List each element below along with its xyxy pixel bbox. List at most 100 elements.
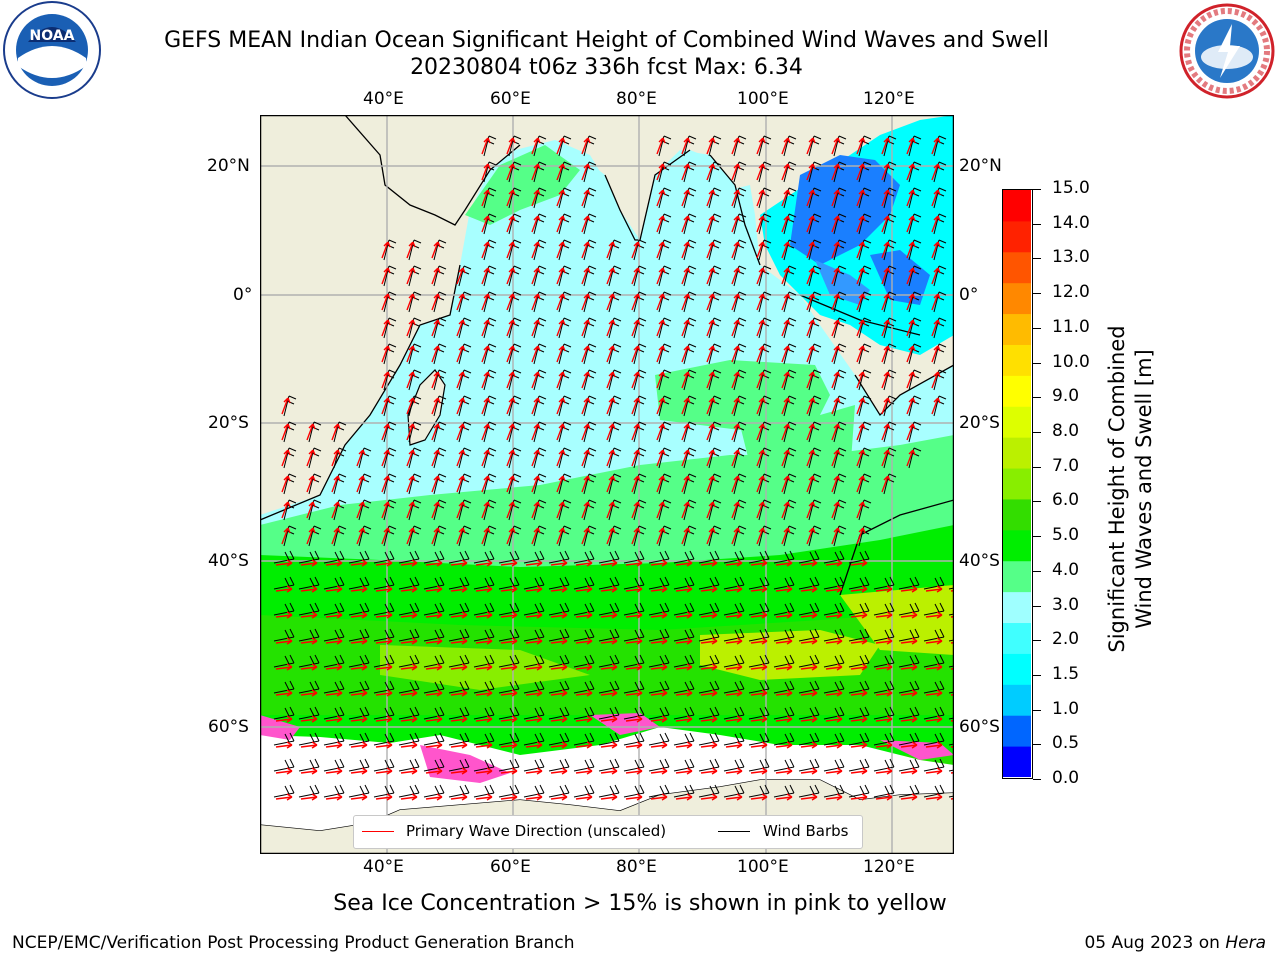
wave-direction-arrow [706, 397, 716, 415]
wave-direction-arrow [475, 585, 493, 593]
wave-direction-arrow [275, 741, 293, 749]
wave-direction-arrow [525, 559, 543, 567]
wave-direction-arrow [631, 527, 641, 545]
colorbar-tick-label: 15.0 [1052, 178, 1090, 198]
colorbar-tick [1033, 258, 1041, 260]
wind-barb [373, 628, 395, 642]
wave-direction-arrow [831, 293, 841, 311]
colorbar-segment [1003, 313, 1031, 345]
colorbar-tick [1033, 605, 1041, 607]
wave-direction-arrow [350, 767, 368, 775]
wind-barb [823, 654, 845, 668]
wind-barb [773, 706, 795, 720]
wind-barb [748, 732, 770, 746]
wave-direction-arrow [681, 527, 691, 545]
wave-direction-arrow [550, 585, 568, 593]
wave-direction-arrow [350, 611, 368, 619]
footer-credit: NCEP/EMC/Verification Post Processing Pr… [12, 933, 575, 953]
wave-direction-arrow [806, 189, 816, 207]
wave-direction-arrow [656, 215, 666, 233]
wave-direction-arrow [750, 741, 768, 749]
wind-barb [623, 732, 645, 746]
wind-barb [598, 758, 620, 772]
wave-direction-arrow [856, 345, 866, 363]
wave-direction-arrow [831, 345, 841, 363]
wave-direction-arrow [450, 793, 468, 801]
wave-direction-arrow [881, 319, 891, 337]
wave-direction-arrow [731, 423, 741, 441]
noaa-logo: NOAA [0, 0, 104, 104]
wind-barb [898, 602, 920, 616]
wave-direction-arrow [350, 741, 368, 749]
wave-direction-arrow [806, 371, 816, 389]
wind-barb [873, 680, 895, 694]
wind-barb [898, 628, 920, 642]
wind-barb [473, 732, 495, 746]
wind-barb [398, 550, 420, 564]
wind-barb [798, 706, 820, 720]
wave-direction-arrow [400, 559, 418, 567]
wind-barb [298, 602, 320, 616]
wave-direction-arrow [531, 189, 541, 207]
wave-direction-arrow [850, 637, 868, 645]
wind-barb [273, 654, 295, 668]
wave-direction-arrow [656, 475, 666, 493]
wind-barb [698, 784, 720, 798]
wave-direction-arrow [775, 793, 793, 801]
wave-direction-arrow [606, 319, 616, 337]
colorbar-segment [1003, 282, 1031, 315]
wave-direction-arrow [675, 689, 693, 697]
wave-direction-arrow [550, 715, 568, 723]
wind-barb [373, 706, 395, 720]
wave-direction-arrow [681, 423, 691, 441]
wave-direction-arrow [281, 475, 291, 493]
wave-direction-arrow [781, 475, 791, 493]
wave-direction-arrow [500, 637, 518, 645]
wave-direction-arrow [900, 767, 918, 775]
wind-barb [673, 628, 695, 642]
wave-direction-arrow [856, 137, 866, 155]
colorbar-segment [1003, 653, 1031, 685]
colorbar-tick-label: 1.0 [1052, 698, 1080, 719]
wave-direction-arrow [431, 475, 441, 493]
wave-direction-arrow [781, 137, 791, 155]
wind-barb [923, 706, 945, 720]
wave-direction-arrow [700, 741, 718, 749]
wave-direction-arrow [775, 767, 793, 775]
wave-direction-arrow [575, 663, 593, 671]
wave-direction-arrow [850, 741, 868, 749]
wave-direction-arrow [506, 215, 516, 233]
wave-direction-arrow [875, 767, 893, 775]
wave-direction-arrow [900, 637, 918, 645]
wave-direction-arrow [425, 663, 443, 671]
australia-coastline [854, 364, 954, 417]
wind-barb [623, 784, 645, 798]
wave-direction-arrow [406, 527, 416, 545]
wind-barb [873, 602, 895, 616]
wave-direction-arrow [756, 397, 766, 415]
wind-barb [498, 680, 520, 694]
wind-barb [298, 654, 320, 668]
wind-barb [723, 758, 745, 772]
wave-direction-arrow [506, 501, 516, 519]
wind-barb [523, 654, 545, 668]
wave-direction-arrow [525, 585, 543, 593]
wind-barb [673, 784, 695, 798]
wind-barb [398, 654, 420, 668]
wave-direction-arrow [325, 715, 343, 723]
wave-direction-arrow [775, 559, 793, 567]
wave-direction-arrow [806, 475, 816, 493]
colorbar-tick-label: 0.0 [1052, 768, 1080, 788]
wave-direction-arrow [806, 501, 816, 519]
wave-direction-arrow [381, 293, 391, 311]
wave-direction-arrow [456, 319, 466, 337]
wave-direction-arrow [906, 397, 916, 415]
wave-direction-arrow [450, 559, 468, 567]
wave-direction-arrow [700, 611, 718, 619]
wave-direction-arrow [931, 189, 941, 207]
wind-barb [648, 706, 670, 720]
wind-barb [648, 784, 670, 798]
wave-direction-arrow [831, 475, 841, 493]
wind-barb [423, 784, 445, 798]
wave-direction-arrow [456, 449, 466, 467]
